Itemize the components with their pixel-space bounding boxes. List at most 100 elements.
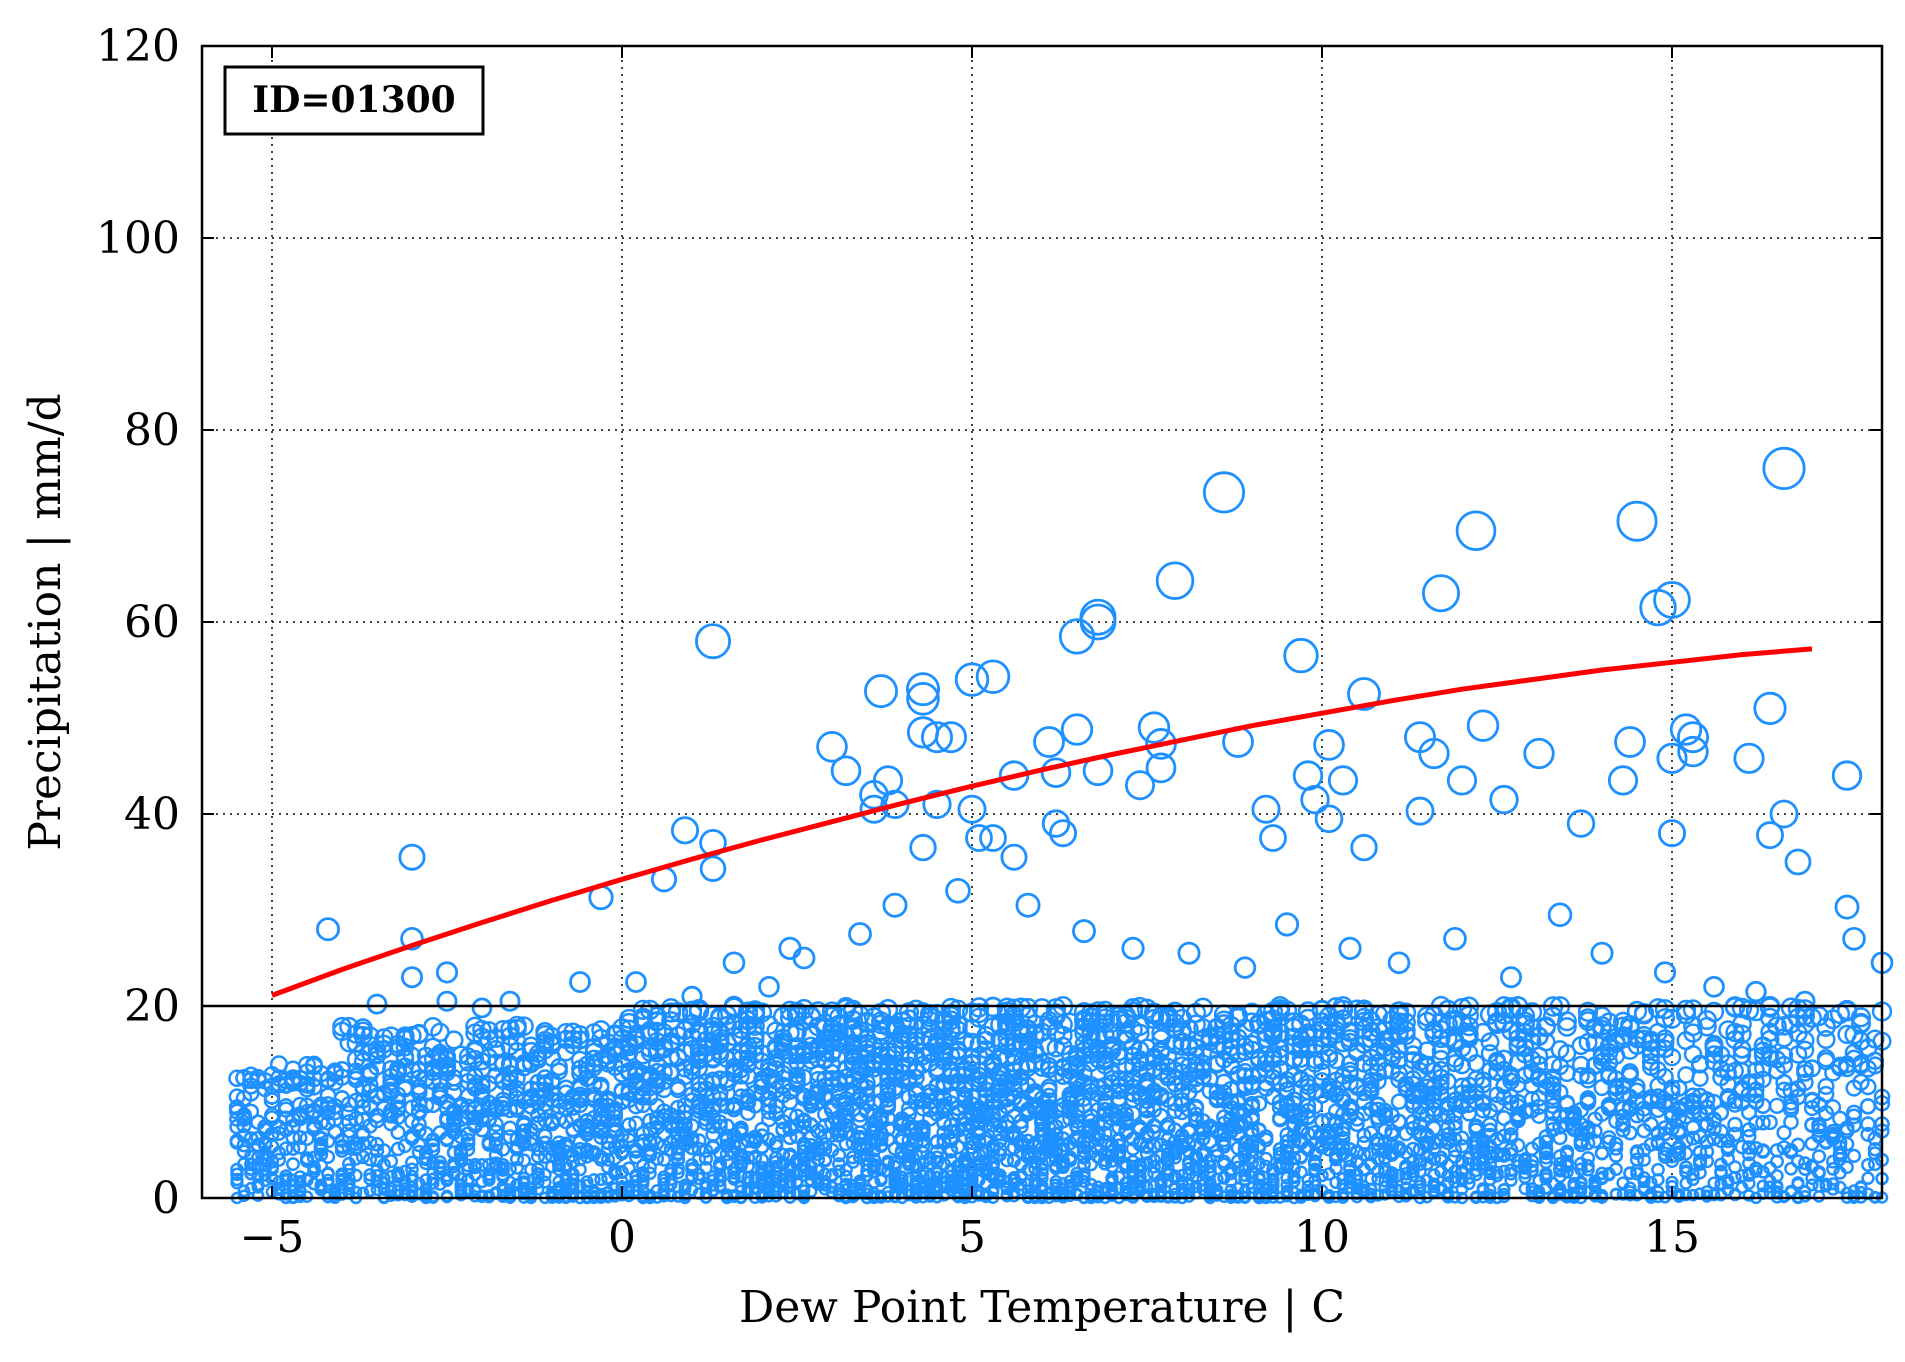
data-point [1285,1091,1303,1108]
data-point [664,1172,678,1186]
y-tick-label: 120 [96,21,180,72]
data-point [657,1187,671,1201]
data-point [1633,1003,1655,1024]
data-point [1608,1141,1624,1156]
data-point [242,1103,260,1120]
data-point [523,1131,539,1147]
data-point [1663,1079,1681,1097]
data-point [251,1160,265,1175]
data-point [1015,892,1041,918]
data-point [1671,1122,1687,1139]
data-point [906,672,941,707]
data-point [1238,1172,1252,1186]
data-point [321,1167,335,1181]
data-point [628,1115,644,1132]
data-point [979,1157,993,1172]
data-point [1035,1189,1049,1203]
data-point [1798,1185,1812,1198]
data-point [839,1178,853,1192]
data-point [957,794,987,824]
data-point [699,1177,713,1191]
data-point [1588,1180,1602,1194]
data-point [1356,1128,1372,1144]
data-point [1105,1173,1119,1188]
data-point [1332,999,1354,1021]
data-point [1536,1032,1556,1052]
data-point [628,1150,644,1165]
data-point [488,1131,504,1147]
data-point [1724,997,1746,1018]
data-point [880,1132,896,1148]
data-point [908,1147,924,1162]
data-point [1588,1188,1602,1201]
data-point [727,1170,741,1184]
data-point [292,1140,308,1155]
data-point [1327,765,1359,796]
data-point [1748,1140,1764,1156]
data-point [1574,1162,1588,1177]
data-point [482,1173,496,1187]
data-point [1077,1157,1091,1172]
data-point [531,1175,545,1189]
data-point [1266,1180,1280,1194]
data-point [1707,1176,1721,1190]
data-point [1090,1149,1106,1164]
data-point [1313,729,1345,761]
data-point [300,1190,314,1203]
data-point [342,1171,356,1186]
data-point [320,1149,336,1164]
data-point [1840,1160,1854,1175]
data-point [390,1124,406,1140]
data-point [1656,742,1688,774]
data-point [433,1155,447,1170]
data-point [1655,1029,1675,1049]
data-point [1300,1126,1316,1142]
data-point [474,1112,490,1128]
data-point [1700,1185,1714,1198]
data-point [921,721,954,754]
data-point [230,1167,244,1182]
data-point [1426,1151,1442,1166]
data-point [1798,1156,1812,1171]
data-point [670,816,700,845]
data-point [1525,1164,1539,1178]
data-point [1704,1045,1724,1064]
data-point [816,730,848,763]
data-point [929,1134,945,1150]
data-point [1077,1174,1091,1189]
data-point [558,1136,574,1152]
data-point [1482,1149,1498,1165]
data-point [671,1161,685,1176]
data-point [768,1135,784,1151]
data-point [1259,824,1287,852]
data-point [1756,821,1784,850]
data-point [461,1158,475,1173]
data-point [947,999,969,1020]
data-point [1497,1183,1511,1196]
data-point [741,1159,755,1174]
data-point [803,1144,819,1159]
data-point [684,1118,700,1134]
data-point [1762,446,1806,490]
data-point [1770,1180,1784,1194]
lines-layer [202,646,1882,1008]
y-tick-label: 40 [124,789,180,840]
data-point [1459,1023,1479,1044]
data-point [1040,757,1072,788]
data-point [1577,1001,1599,1022]
data-point [1630,1163,1644,1178]
data-point [726,1135,742,1151]
data-point [1521,1002,1543,1023]
data-point [1525,1159,1539,1173]
data-point [1161,1168,1175,1182]
data-point [1350,833,1378,862]
data-point [691,1152,707,1167]
data-point [1657,1149,1673,1164]
data-point [1469,1163,1483,1178]
data-point [369,1112,385,1129]
data-point [797,1157,811,1172]
data-point [1451,998,1473,1019]
data-point [475,1189,489,1203]
data-point [1072,919,1096,944]
data-point [1055,1137,1071,1153]
